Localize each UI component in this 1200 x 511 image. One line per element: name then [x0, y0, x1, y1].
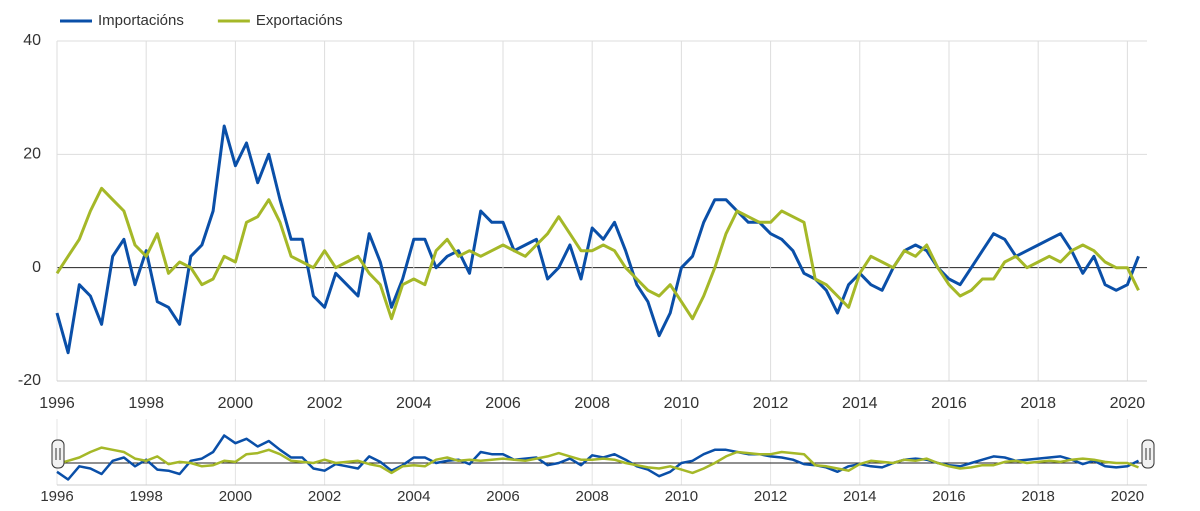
navigator-x-tick-label: 2016	[932, 488, 965, 505]
x-tick-label: 2004	[396, 395, 432, 412]
navigator-x-tick-label: 2014	[843, 488, 876, 505]
navigator-line	[56, 434, 1140, 481]
navigator-handles[interactable]	[51, 439, 1155, 469]
x-tick-label: 2014	[842, 395, 878, 412]
x-tick-label: 2012	[753, 395, 789, 412]
navigator-x-tick-label: 2004	[397, 488, 430, 505]
series-line	[55, 124, 1140, 355]
navigator-x-tick-label: 2012	[754, 488, 787, 505]
x-tick-label: 2006	[485, 395, 521, 412]
x-tick-label: 2002	[307, 395, 343, 412]
y-tick-label: 20	[23, 146, 41, 163]
navigator-x-tick-label: 1998	[130, 488, 163, 505]
series-line	[55, 186, 1140, 321]
legend-label: Importacións	[98, 12, 184, 29]
y-tick-label: 40	[23, 32, 41, 49]
navigator-x-tick-label: 2002	[308, 488, 341, 505]
x-tick-label: 1998	[128, 395, 164, 412]
navigator-x-tick-label: 2018	[1021, 488, 1054, 505]
navigator-x-tick-label: 2010	[665, 488, 698, 505]
x-tick-label: 2018	[1020, 395, 1056, 412]
x-tick-label: 2016	[931, 395, 967, 412]
x-tick-label: 1996	[39, 395, 75, 412]
navigator-x-tick-label: 2006	[486, 488, 519, 505]
x-tick-label: 2000	[218, 395, 254, 412]
x-tick-label: 2008	[574, 395, 610, 412]
navigator-handle-right[interactable]	[1141, 439, 1155, 469]
navigator-x-tick-label: 2020	[1111, 488, 1144, 505]
legend-label: Exportacións	[256, 12, 343, 29]
navigator-x-tick-label: 2008	[576, 488, 609, 505]
y-tick-label: -20	[18, 372, 41, 389]
navigator-x-tick-label: 2000	[219, 488, 252, 505]
navigator-line	[56, 446, 1139, 475]
navigator-x-tick-label: 1996	[40, 488, 73, 505]
x-tick-label: 2020	[1110, 395, 1146, 412]
navigator-handle-left[interactable]	[51, 439, 65, 469]
x-tick-label: 2010	[664, 395, 700, 412]
y-tick-label: 0	[32, 259, 41, 276]
